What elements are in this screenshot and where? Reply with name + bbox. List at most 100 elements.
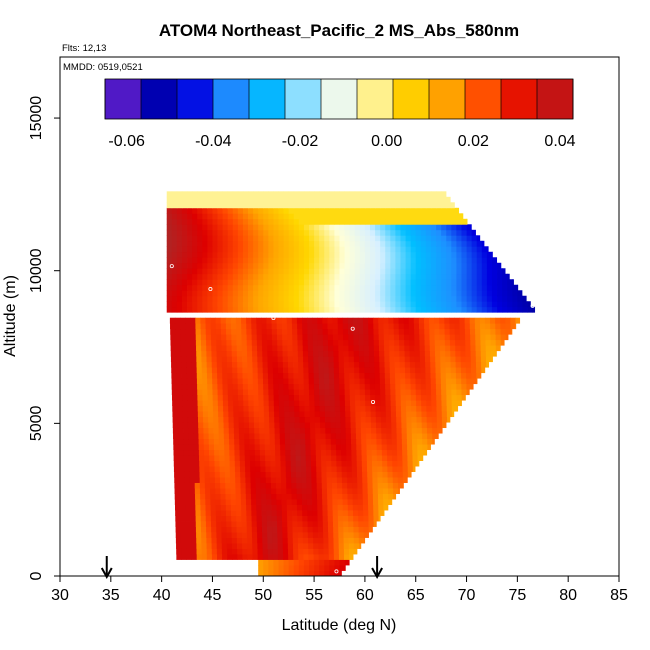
heatmap-cell	[343, 526, 349, 533]
heatmap-cell	[471, 229, 476, 236]
heatmap-cell	[394, 350, 400, 357]
heatmap-cell	[281, 317, 288, 324]
heatmap-cell	[331, 460, 337, 467]
heatmap-cell	[320, 449, 327, 456]
heatmap-cell	[175, 328, 181, 335]
heatmap-cell	[309, 411, 316, 418]
heatmap-cell	[400, 218, 406, 225]
heatmap-cell	[466, 224, 472, 231]
heatmap-cell	[455, 345, 461, 352]
heatmap-cell	[342, 317, 349, 324]
heatmap-cell	[264, 444, 271, 451]
heatmap-cell	[302, 526, 309, 533]
heatmap-cell	[217, 378, 223, 385]
heatmap-cell	[278, 295, 284, 302]
heatmap-cell	[258, 257, 264, 264]
heatmap-cell	[195, 317, 201, 324]
heatmap-cell	[250, 482, 257, 489]
heatmap-cell	[258, 268, 264, 275]
heatmap-cell	[395, 218, 401, 225]
heatmap-cell	[339, 295, 345, 302]
heatmap-cell	[451, 246, 457, 253]
heatmap-cell	[456, 301, 462, 308]
heatmap-cell	[255, 460, 261, 467]
heatmap-cell	[351, 449, 357, 456]
heatmap-cell	[430, 240, 437, 247]
heatmap-cell	[376, 444, 383, 451]
heatmap-cell	[364, 279, 371, 286]
heatmap-cell	[393, 323, 400, 330]
heatmap-cell	[183, 433, 189, 440]
heatmap-cell	[355, 427, 362, 434]
heatmap-cell	[393, 493, 397, 500]
heatmap-cell	[441, 394, 447, 401]
heatmap-cell	[195, 515, 202, 522]
heatmap-cell	[484, 317, 491, 324]
heatmap-cell	[466, 389, 470, 396]
heatmap-cell	[379, 372, 386, 379]
heatmap-cell	[385, 290, 391, 297]
heatmap-cell	[430, 251, 437, 258]
heatmap-cell	[191, 361, 197, 368]
heatmap-cell	[338, 526, 344, 533]
heatmap-cell	[188, 449, 195, 456]
heatmap-cell	[170, 345, 177, 352]
heatmap-cell	[380, 262, 386, 269]
heatmap-cell	[400, 372, 406, 379]
heatmap-cell	[375, 273, 381, 280]
heatmap-cell	[192, 224, 198, 231]
heatmap-cell	[251, 504, 257, 511]
heatmap-cell	[302, 345, 309, 352]
heatmap-cell	[370, 416, 377, 423]
heatmap-cell	[422, 444, 428, 451]
heatmap-cell	[436, 262, 442, 269]
heatmap-cell	[209, 471, 216, 478]
heatmap-cell	[372, 471, 378, 478]
heatmap-cell	[305, 449, 312, 456]
heatmap-cell	[183, 455, 190, 461]
heatmap-cell	[410, 389, 417, 396]
heatmap-cell	[348, 345, 354, 352]
heatmap-cell	[177, 422, 184, 429]
heatmap-cell	[241, 323, 247, 330]
heatmap-cell	[337, 317, 344, 324]
heatmap-cell	[219, 466, 226, 472]
heatmap-cell	[206, 543, 213, 549]
heatmap-cell	[356, 460, 363, 467]
heatmap-cell	[390, 262, 396, 269]
heatmap-cell	[481, 273, 488, 280]
heatmap-cell	[256, 339, 263, 346]
heatmap-cell	[252, 383, 259, 390]
heatmap-cell	[364, 389, 371, 396]
heatmap-cell	[237, 554, 243, 560]
heatmap-cell	[410, 196, 417, 203]
heatmap-cell	[386, 427, 392, 434]
heatmap-cell	[375, 268, 381, 275]
heatmap-cell	[226, 345, 233, 352]
heatmap-cell	[430, 295, 437, 302]
heatmap-cell	[276, 493, 282, 500]
heatmap-cell	[225, 477, 231, 483]
heatmap-cell	[170, 328, 176, 335]
heatmap-cell	[380, 257, 386, 264]
heatmap-cell	[358, 537, 365, 544]
heatmap-cell	[254, 433, 260, 440]
heatmap-cell	[382, 482, 389, 489]
heatmap-cell	[212, 224, 218, 231]
heatmap-cell	[308, 378, 315, 385]
colorbar: -0.06 -0.04 -0.02 0.00 0.02 0.04	[104, 78, 576, 150]
heatmap-cell	[309, 416, 316, 423]
heatmap-cell	[329, 411, 336, 418]
heatmap-cell	[227, 202, 234, 209]
heatmap-cell	[461, 240, 467, 247]
heatmap-cell	[174, 488, 181, 494]
heatmap-cell	[264, 422, 270, 429]
heatmap-cell	[302, 323, 308, 330]
heatmap-cell	[371, 438, 377, 445]
heatmap-cell	[415, 213, 422, 220]
heatmap-cell	[283, 570, 290, 577]
heatmap-cell	[201, 372, 208, 379]
heatmap-cell	[436, 405, 443, 412]
heatmap-cell	[391, 422, 397, 429]
heatmap-cell	[235, 488, 242, 494]
